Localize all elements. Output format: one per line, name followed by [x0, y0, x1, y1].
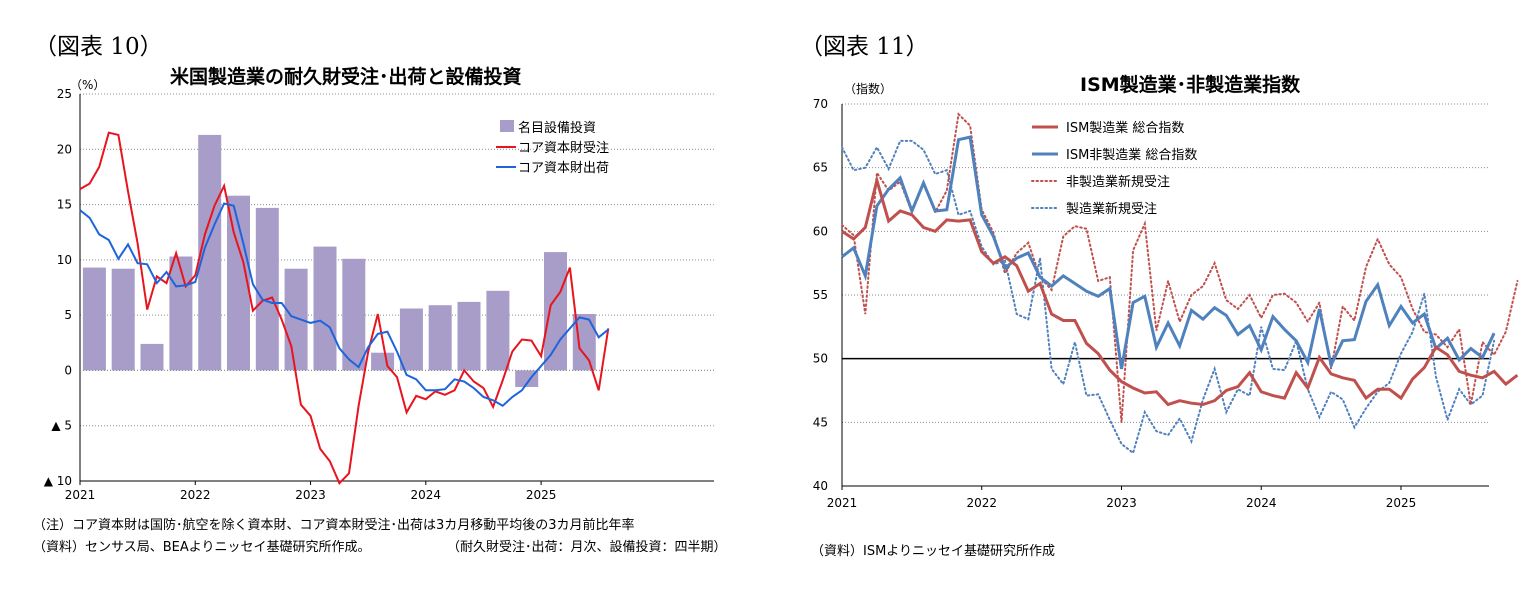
left-x-tick-label: 2025	[526, 488, 557, 502]
left-bar-investment	[544, 252, 567, 371]
right-x-tick-label: 2025	[1386, 496, 1417, 510]
left-bar-investment	[428, 305, 452, 371]
right-line-nonmfg-new-orders	[841, 112, 1519, 423]
left-x-tick-label: 2022	[180, 488, 211, 502]
left-y-tick-label: 10	[57, 253, 72, 267]
left-frequency-note: （耐久財受注･出荷：月次、設備投資：四半期）	[447, 540, 727, 555]
left-legend-swatch-investment	[500, 120, 514, 132]
left-y-tick-label: 5	[64, 308, 72, 322]
right-x-tick-label: 2024	[1246, 496, 1277, 510]
left-bar-investment	[572, 314, 596, 371]
left-bar-investment	[313, 246, 337, 371]
left-y-unit: （%）	[70, 78, 106, 92]
right-legend-nonmfg-new-orders-label: 非製造業新規受注	[1066, 174, 1170, 190]
left-bar-investment	[227, 195, 250, 371]
right-source: （資料）ISMよりニッセイ基礎研究所作成	[811, 544, 1056, 559]
left-bar-investment	[371, 352, 395, 371]
left-legend-label-investment: 名目設備投資	[518, 120, 596, 136]
left-bar-investment	[82, 267, 106, 371]
left-note: （注）コア資本財は国防･航空を除く資本財、コア資本財受注･出荷は3カ月移動平均後…	[33, 518, 635, 533]
right-chart-title: ISM製造業･非製造業指数	[1080, 74, 1301, 96]
left-bar-investment	[111, 268, 135, 371]
left-line-orders	[79, 131, 610, 485]
right-line-mfg-new-orders	[841, 139, 1496, 455]
left-legend-label-orders: コア資本財受注	[518, 141, 609, 156]
right-legend-mfg-index-label: ISM製造業 総合指数	[1066, 120, 1184, 136]
right-line-mfg-index	[841, 174, 1519, 407]
right-figure-label: （図表 11）	[800, 34, 929, 60]
left-bar-investment	[486, 290, 510, 371]
left-chart-title: 米国製造業の耐久財受注･出荷と設備投資	[170, 66, 522, 88]
left-y-tick-label: ▲ 5	[51, 419, 72, 433]
right-legend-nonmfg-index-label: ISM非製造業 総合指数	[1066, 147, 1197, 163]
left-line-shipments	[79, 202, 609, 408]
left-y-tick-label: ▲ 10	[44, 474, 72, 488]
right-y-unit: （指数）	[844, 82, 893, 96]
right-y-tick-label: 50	[813, 352, 828, 366]
left-bar-investment	[399, 308, 423, 371]
right-x-tick-label: 2022	[966, 496, 997, 510]
right-y-tick-label: 70	[813, 97, 828, 111]
left-bar-investment	[284, 268, 308, 371]
right-y-tick-label: 60	[813, 224, 828, 238]
left-bar-investment	[457, 301, 481, 371]
left-figure-label: （図表 10）	[34, 34, 163, 60]
left-bar-investment	[140, 343, 164, 371]
left-bar-investment	[342, 258, 366, 371]
left-y-tick-label: 15	[57, 198, 72, 212]
right-x-tick-label: 2023	[1106, 496, 1137, 510]
left-y-tick-label: 0	[64, 363, 72, 377]
right-y-tick-label: 45	[813, 415, 828, 429]
left-x-tick-label: 2023	[295, 488, 326, 502]
right-y-tick-label: 40	[813, 479, 828, 493]
left-source: （資料）センサス局、BEAよりニッセイ基礎研究所作成。	[33, 540, 371, 555]
left-x-tick-label: 2024	[411, 488, 442, 502]
right-y-tick-label: 65	[813, 161, 828, 175]
left-bar-investment	[255, 207, 279, 371]
left-bar-investment	[198, 134, 222, 371]
left-bar-investment	[169, 256, 193, 371]
right-line-nonmfg-index	[841, 135, 1496, 370]
left-legend-label-shipments: コア資本財出荷	[518, 161, 609, 176]
left-y-tick-label: 25	[57, 87, 72, 101]
right-legend-mfg-new-orders-label: 製造業新規受注	[1066, 201, 1157, 217]
left-y-tick-label: 20	[57, 142, 72, 156]
left-x-tick-label: 2021	[65, 488, 96, 502]
right-x-tick-label: 2021	[827, 496, 858, 510]
right-y-tick-label: 55	[813, 288, 828, 302]
